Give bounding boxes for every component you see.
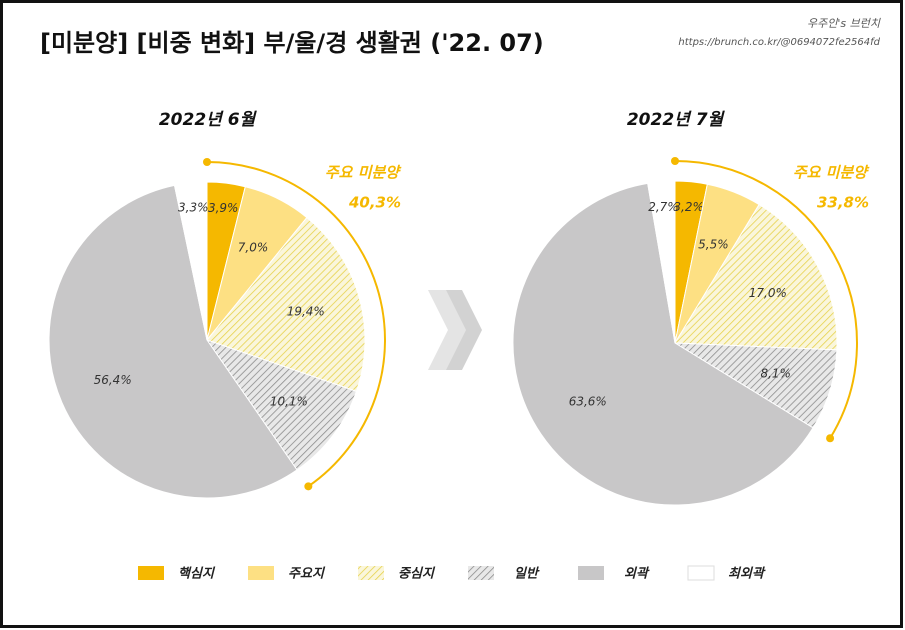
legend-swatch [578, 566, 604, 580]
pie-slice [647, 180, 676, 344]
legend-label: 일반 [514, 566, 540, 582]
chart-title: 2022년 6월 [159, 110, 258, 130]
pie-slice [206, 216, 366, 392]
value-label: 8,1% [760, 366, 791, 380]
annotation-label: 주요 미분양 [325, 164, 402, 182]
annotation-value: 33,8% [817, 194, 869, 212]
legend-label: 외곽 [624, 566, 650, 582]
value-label: 5,5% [698, 237, 729, 251]
value-label: 3,9% [208, 201, 239, 215]
arc-dot [826, 434, 835, 443]
legend-swatch [138, 566, 164, 580]
highlight-arc [674, 160, 858, 439]
value-label: 19,4% [287, 304, 325, 318]
pie-slice [48, 184, 298, 499]
value-label: 17,0% [749, 286, 787, 300]
legend-swatch [248, 566, 274, 580]
annotation-value: 40,3% [348, 194, 401, 212]
value-label: 56,4% [94, 373, 132, 387]
watermark-url: https://brunch.co.kr/@0694072fe2564fd [678, 37, 880, 48]
value-label: 10,1% [270, 394, 308, 408]
annotation-label: 주요 미분양 [793, 164, 870, 182]
pie-slice [173, 181, 208, 341]
page-title: [미분양] [비중 변화] 부/울/경 생활권 ('22. 07) [40, 29, 544, 57]
arc-dot [304, 482, 313, 491]
chart-title: 2022년 7월 [627, 110, 726, 130]
legend-swatch [358, 566, 384, 580]
value-label: 2,7% [648, 200, 679, 214]
arrow [428, 290, 482, 370]
legend-label: 주요지 [288, 566, 326, 582]
pie-slice [512, 182, 814, 506]
value-label: 7,0% [238, 241, 269, 255]
pie-slice [205, 339, 358, 471]
highlight-arc [206, 161, 386, 488]
arc-dot [203, 158, 211, 166]
legend-label: 최외곽 [728, 566, 766, 582]
legend-swatch [687, 565, 715, 581]
watermark-author: 우주인's 브런치 [807, 17, 881, 30]
legend-label: 핵심지 [178, 566, 216, 582]
arc-dot [671, 157, 679, 165]
value-label: 3,2% [673, 200, 704, 214]
value-label: 63,6% [569, 394, 607, 408]
legend-label: 중심지 [398, 566, 436, 582]
value-label: 3,3% [178, 200, 209, 214]
pie-slice [674, 203, 838, 351]
legend-swatch [468, 566, 494, 580]
